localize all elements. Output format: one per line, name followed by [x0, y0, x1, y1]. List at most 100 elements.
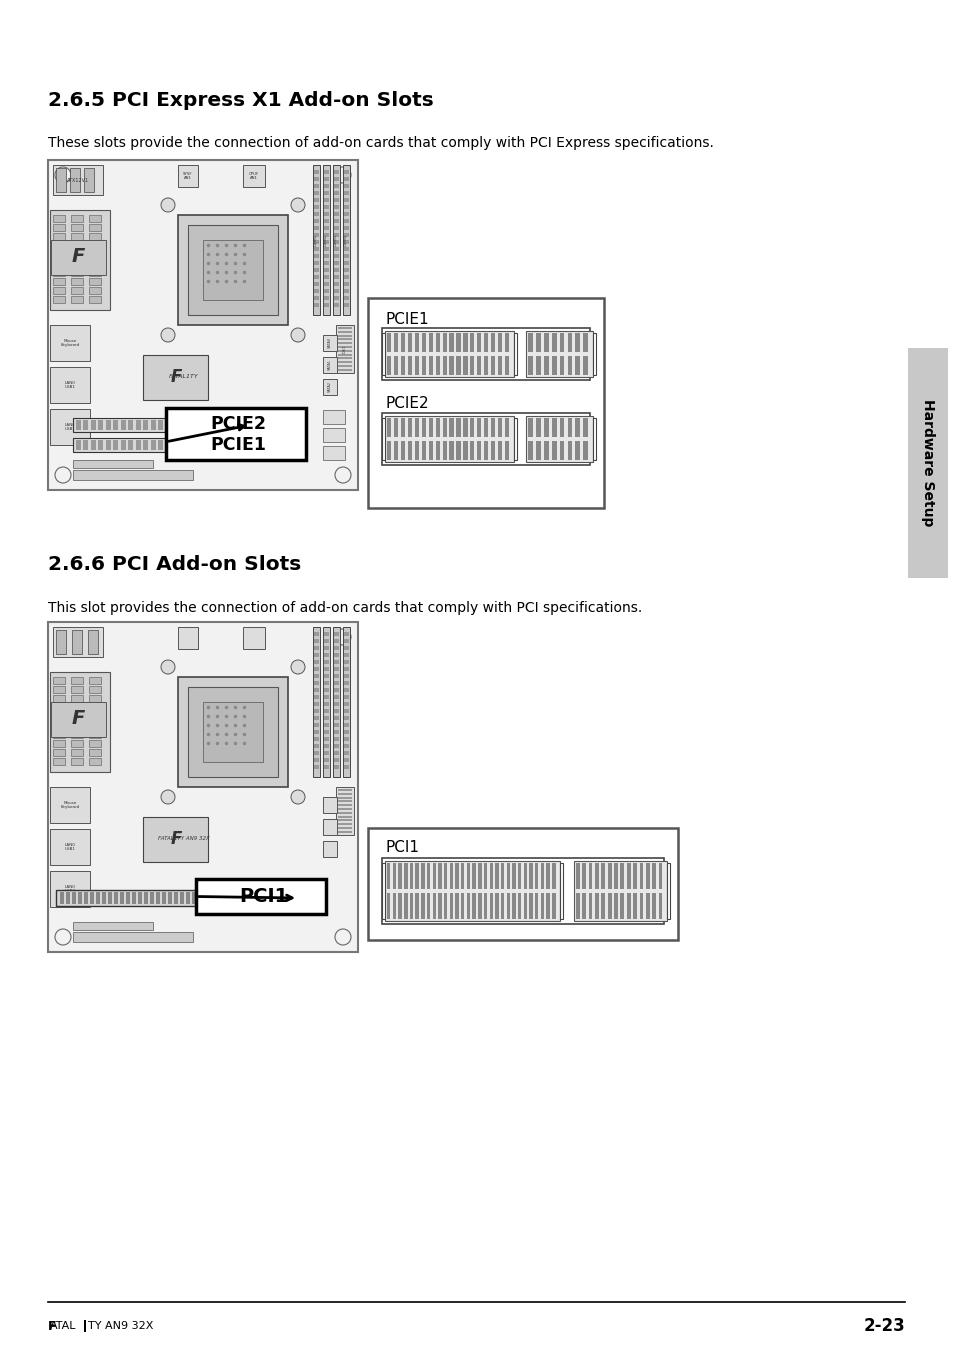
Bar [314, 681, 318, 685]
Bar [334, 191, 338, 195]
Bar [314, 688, 318, 692]
Bar [71, 287, 83, 293]
Bar [334, 667, 338, 671]
Bar [443, 894, 447, 919]
Bar [387, 863, 390, 890]
Bar [497, 333, 501, 352]
Bar [89, 713, 101, 721]
Bar [143, 439, 149, 450]
Bar [415, 333, 418, 352]
Bar [324, 212, 329, 216]
Bar [581, 863, 585, 890]
Bar [436, 441, 439, 460]
Bar [344, 254, 349, 258]
Bar [324, 247, 329, 251]
Bar [324, 708, 329, 713]
Bar [70, 168, 80, 192]
Bar [53, 224, 65, 231]
Bar [344, 241, 349, 243]
Text: CPUF
AN1: CPUF AN1 [249, 172, 259, 180]
Bar [53, 296, 65, 303]
Bar [337, 334, 352, 337]
Bar [71, 892, 76, 904]
Bar [314, 283, 318, 287]
Bar [463, 418, 467, 437]
Bar [536, 356, 540, 375]
Bar [51, 702, 106, 737]
Bar [71, 215, 83, 222]
Bar [407, 356, 412, 375]
Bar [71, 740, 83, 748]
Bar [420, 863, 424, 890]
Bar [98, 439, 103, 450]
Bar [257, 892, 262, 904]
Bar [456, 441, 460, 460]
Text: DIMM3: DIMM3 [334, 234, 337, 246]
Text: Hardware Setup: Hardware Setup [920, 399, 934, 527]
Bar [211, 420, 215, 430]
Circle shape [55, 929, 71, 945]
Bar [593, 418, 596, 460]
Bar [334, 702, 338, 706]
Bar [381, 412, 589, 465]
Bar [53, 233, 65, 241]
Bar [484, 441, 488, 460]
Bar [335, 324, 354, 373]
Bar [470, 418, 474, 437]
Bar [404, 863, 407, 890]
Bar [491, 333, 495, 352]
Bar [51, 241, 106, 274]
Bar [90, 892, 94, 904]
Bar [226, 439, 231, 450]
Bar [53, 627, 103, 657]
Bar [476, 418, 481, 437]
Bar [477, 863, 481, 890]
Bar [344, 177, 349, 181]
Bar [491, 356, 495, 375]
Bar [344, 289, 349, 293]
Bar [71, 704, 83, 711]
Bar [186, 892, 190, 904]
Bar [552, 418, 556, 437]
Bar [158, 420, 163, 430]
Bar [504, 418, 509, 437]
Bar [143, 356, 208, 400]
Bar [108, 892, 112, 904]
Bar [415, 441, 418, 460]
Bar [484, 356, 488, 375]
Text: SATA0: SATA0 [328, 338, 332, 349]
Bar [337, 830, 352, 833]
Bar [89, 704, 101, 711]
Bar [228, 892, 232, 904]
Bar [324, 639, 329, 644]
Bar [394, 333, 397, 352]
Bar [344, 695, 349, 699]
Bar [323, 446, 345, 460]
Bar [344, 730, 349, 734]
Bar [344, 212, 349, 216]
Bar [314, 744, 318, 748]
Bar [76, 439, 81, 450]
Circle shape [161, 790, 174, 804]
Bar [314, 170, 318, 174]
Bar [387, 894, 390, 919]
Bar [91, 420, 96, 430]
Bar [162, 892, 166, 904]
Text: Mouse
Keyboard: Mouse Keyboard [60, 339, 79, 347]
Circle shape [55, 168, 71, 183]
Bar [368, 827, 678, 940]
Text: F: F [48, 1320, 56, 1333]
Bar [324, 765, 329, 769]
Bar [344, 191, 349, 195]
Bar [89, 215, 101, 222]
Bar [536, 333, 540, 352]
Bar [426, 863, 430, 890]
Bar [483, 863, 487, 890]
Bar [113, 892, 118, 904]
Bar [344, 646, 349, 650]
Bar [126, 892, 130, 904]
Bar [71, 722, 83, 729]
Bar [421, 418, 425, 437]
Bar [489, 894, 493, 919]
Bar [428, 441, 433, 460]
